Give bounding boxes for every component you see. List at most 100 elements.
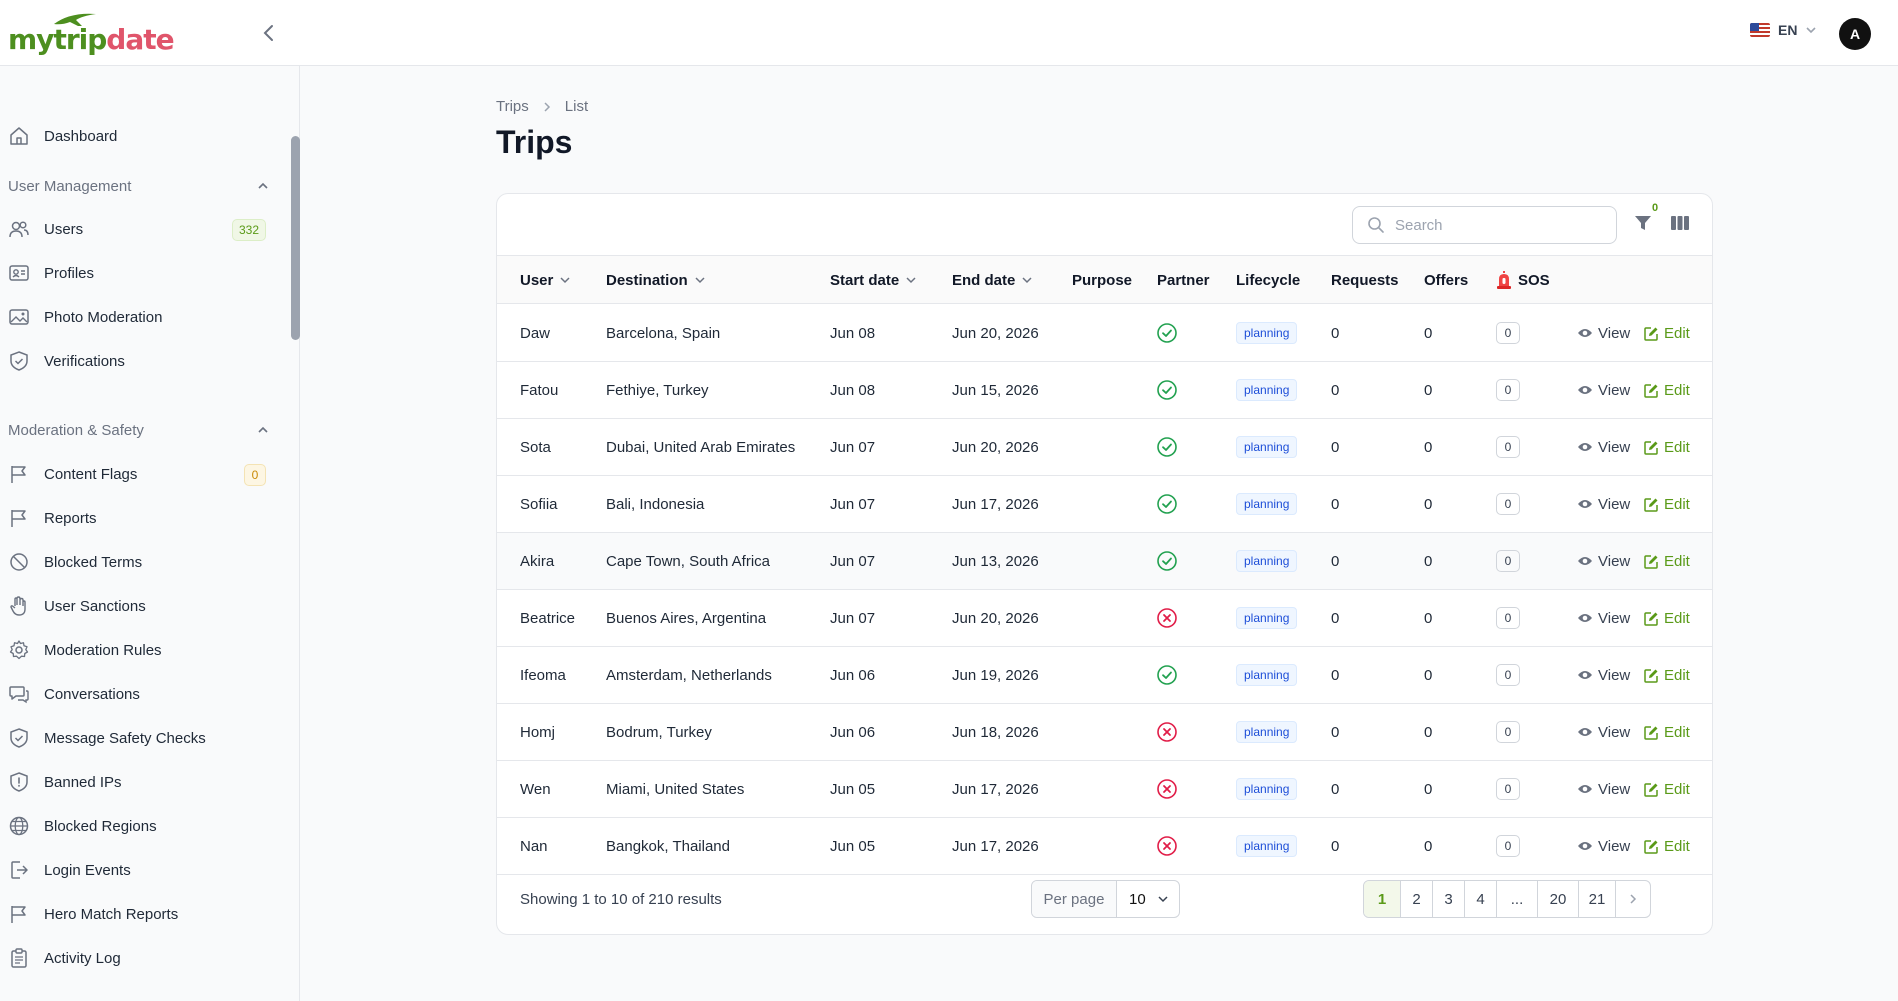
per-page-select[interactable]: 10 bbox=[1117, 881, 1179, 917]
next-page-button[interactable] bbox=[1616, 881, 1650, 917]
x-circle-icon bbox=[1157, 779, 1177, 799]
column-header-end-date[interactable]: End date bbox=[952, 256, 1033, 304]
view-trip-button[interactable]: View bbox=[1577, 724, 1630, 741]
page-button[interactable]: 2 bbox=[1401, 881, 1433, 917]
edit-trip-button[interactable]: Edit bbox=[1644, 325, 1690, 342]
view-trip-button[interactable]: View bbox=[1577, 553, 1630, 570]
page-button[interactable]: 1 bbox=[1364, 881, 1401, 917]
table-row: Sofiia Bali, Indonesia Jun 07 Jun 17, 2026 0… bbox=[497, 476, 1712, 533]
table-row: Akira Cape Town, South Africa Jun 07 Jun 13… bbox=[497, 533, 1712, 590]
sidebar-item-reports[interactable]: Reports bbox=[8, 500, 270, 536]
cell-lifecycle: planning bbox=[1236, 533, 1298, 589]
toggle-columns-button[interactable] bbox=[1670, 214, 1690, 237]
view-trip-button[interactable]: View bbox=[1577, 781, 1630, 798]
cell-sos: 0 bbox=[1496, 476, 1520, 532]
edit-trip-button[interactable]: Edit bbox=[1644, 439, 1690, 456]
view-trip-button[interactable]: View bbox=[1577, 667, 1630, 684]
view-trip-button[interactable]: View bbox=[1577, 838, 1630, 855]
cell-partner bbox=[1156, 419, 1178, 475]
search-box[interactable] bbox=[1352, 206, 1617, 244]
sidebar-item-label: Photo Moderation bbox=[44, 308, 163, 326]
clipboard-icon bbox=[11, 948, 27, 968]
edit-trip-button[interactable]: Edit bbox=[1644, 838, 1690, 855]
edit-icon bbox=[1644, 440, 1658, 455]
page-button[interactable]: 21 bbox=[1579, 881, 1616, 917]
sidebar-item-label: Verifications bbox=[44, 352, 125, 370]
cell-offers: 0 bbox=[1424, 780, 1433, 798]
eye-icon bbox=[1578, 614, 1592, 622]
section-user-management[interactable]: User Management bbox=[8, 174, 270, 198]
edit-trip-button[interactable]: Edit bbox=[1644, 667, 1690, 684]
search-input[interactable] bbox=[1395, 216, 1595, 234]
sidebar-item-moderation-rules[interactable]: Moderation Rules bbox=[8, 632, 270, 668]
language-selector[interactable]: EN bbox=[1750, 22, 1817, 38]
cell-requests: 0 bbox=[1331, 381, 1340, 399]
section-title: User Management bbox=[8, 177, 132, 195]
chevron-down-icon bbox=[1158, 896, 1168, 903]
chevron-up-icon bbox=[258, 182, 268, 189]
page-button[interactable]: 3 bbox=[1433, 881, 1465, 917]
column-header-destination[interactable]: Destination bbox=[606, 256, 706, 304]
collapse-sidebar-button[interactable] bbox=[258, 22, 280, 44]
x-circle-icon bbox=[1157, 722, 1177, 742]
lifecycle-badge: planning bbox=[1236, 322, 1298, 344]
user-avatar[interactable]: A bbox=[1839, 18, 1871, 50]
edit-icon bbox=[1644, 725, 1658, 740]
cell-user: Fatou bbox=[520, 381, 559, 399]
brand-logo[interactable]: mytripdate bbox=[8, 13, 175, 54]
filter-button[interactable] bbox=[1634, 214, 1652, 237]
page-button[interactable]: 4 bbox=[1465, 881, 1497, 917]
check-circle-icon bbox=[1157, 380, 1177, 400]
cell-start-date: Jun 05 bbox=[830, 837, 876, 855]
column-header-start-date[interactable]: Start date bbox=[830, 256, 917, 304]
edit-trip-button[interactable]: Edit bbox=[1644, 781, 1690, 798]
shield-alert-icon bbox=[10, 772, 28, 792]
sidebar-item-user-sanctions[interactable]: User Sanctions bbox=[8, 588, 270, 624]
sidebar-item-banned-ips[interactable]: Banned IPs bbox=[8, 764, 270, 800]
sidebar-item-content-flags[interactable]: Content Flags 0 bbox=[8, 456, 270, 492]
cell-start-date: Jun 08 bbox=[830, 381, 876, 399]
cell-end-date: Jun 20, 2026 bbox=[952, 609, 1039, 627]
sidebar-scrollbar[interactable] bbox=[291, 136, 300, 340]
page-button[interactable]: 20 bbox=[1538, 881, 1579, 917]
sidebar-item-blocked-terms[interactable]: Blocked Terms bbox=[8, 544, 270, 580]
sidebar-item-verifications[interactable]: Verifications bbox=[8, 343, 270, 379]
edit-trip-button[interactable]: Edit bbox=[1644, 610, 1690, 627]
sidebar-item-conversations[interactable]: Conversations bbox=[8, 676, 270, 712]
edit-trip-button[interactable]: Edit bbox=[1644, 382, 1690, 399]
home-icon bbox=[10, 127, 28, 145]
view-trip-button[interactable]: View bbox=[1577, 610, 1630, 627]
lifecycle-badge: planning bbox=[1236, 721, 1298, 743]
column-header-user[interactable]: User bbox=[520, 256, 571, 304]
cell-partner bbox=[1156, 704, 1178, 760]
lifecycle-badge: planning bbox=[1236, 607, 1298, 629]
table-row: Daw Barcelona, Spain Jun 08 Jun 20, 2026 0 0 p… bbox=[497, 305, 1712, 362]
column-header-sos: SOS bbox=[1496, 256, 1550, 304]
sidebar-item-photo-moderation[interactable]: Photo Moderation bbox=[8, 299, 270, 335]
cell-user: Sota bbox=[520, 438, 551, 456]
cell-end-date: Jun 17, 2026 bbox=[952, 495, 1039, 513]
view-trip-button[interactable]: View bbox=[1577, 439, 1630, 456]
eye-icon bbox=[1578, 785, 1592, 793]
sidebar-item-hero-match-reports[interactable]: Hero Match Reports bbox=[8, 896, 270, 932]
view-trip-button[interactable]: View bbox=[1577, 382, 1630, 399]
view-trip-button[interactable]: View bbox=[1577, 325, 1630, 342]
sidebar-item-users[interactable]: Users 332 bbox=[8, 211, 270, 247]
sidebar-item-label: User Sanctions bbox=[44, 597, 146, 615]
sidebar-item-dashboard[interactable]: Dashboard bbox=[8, 118, 270, 154]
edit-trip-button[interactable]: Edit bbox=[1644, 496, 1690, 513]
cell-offers: 0 bbox=[1424, 438, 1433, 456]
column-header-purpose: Purpose bbox=[1072, 271, 1133, 289]
edit-trip-button[interactable]: Edit bbox=[1644, 724, 1690, 741]
sidebar-item-blocked-regions[interactable]: Blocked Regions bbox=[8, 808, 270, 844]
sidebar-item-login-events[interactable]: Login Events bbox=[8, 852, 270, 888]
section-moderation-safety[interactable]: Moderation & Safety bbox=[8, 418, 270, 442]
sidebar-item-profiles[interactable]: Profiles bbox=[8, 255, 270, 291]
breadcrumb-trips-link[interactable]: Trips bbox=[496, 98, 529, 115]
view-trip-button[interactable]: View bbox=[1577, 496, 1630, 513]
sidebar-item-message-safety-checks[interactable]: Message Safety Checks bbox=[8, 720, 270, 756]
eye-icon bbox=[1578, 557, 1592, 565]
edit-trip-button[interactable]: Edit bbox=[1644, 553, 1690, 570]
cell-start-date: Jun 07 bbox=[830, 495, 876, 513]
sidebar-item-activity-log[interactable]: Activity Log bbox=[8, 940, 270, 976]
